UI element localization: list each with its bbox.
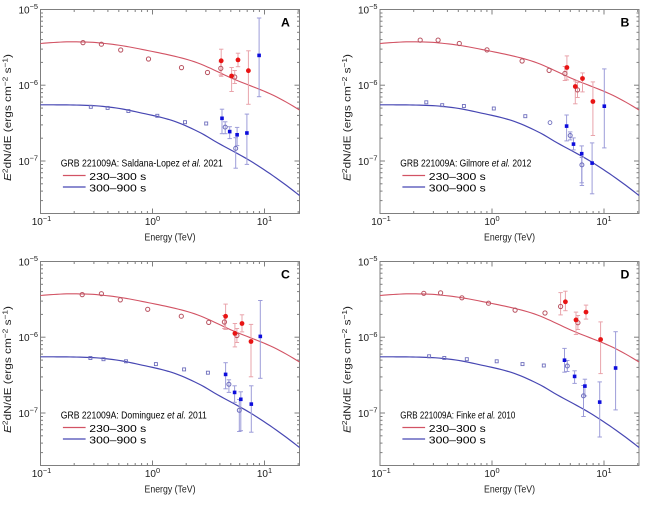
- svg-text:GRB 221009A: Dominguez et al.: GRB 221009A: Dominguez et al. 2011: [61, 410, 207, 422]
- svg-text:230–300 s: 230–300 s: [89, 172, 146, 183]
- svg-text:D: D: [621, 268, 630, 282]
- svg-text:B: B: [621, 16, 630, 30]
- svg-text:GRB 221009A: Finke et al. 2010: GRB 221009A: Finke et al. 2010: [400, 410, 515, 422]
- svg-text:E2dN/dE (ergs cm−2 s−1): E2dN/dE (ergs cm−2 s−1): [0, 54, 14, 181]
- svg-text:300–900 s: 300–900 s: [89, 183, 146, 194]
- svg-text:Energy (TeV): Energy (TeV): [145, 484, 196, 496]
- svg-text:230–300 s: 230–300 s: [429, 172, 486, 183]
- svg-text:GRB 221009A: Gilmore et al. 20: GRB 221009A: Gilmore et al. 2012: [400, 158, 531, 170]
- svg-text:Energy (TeV): Energy (TeV): [145, 232, 196, 244]
- svg-text:230–300 s: 230–300 s: [429, 424, 486, 435]
- svg-text:300–900 s: 300–900 s: [429, 435, 486, 446]
- svg-text:300–900 s: 300–900 s: [429, 183, 486, 194]
- svg-text:C: C: [281, 268, 290, 282]
- svg-text:E2dN/dE (ergs cm−2 s−1): E2dN/dE (ergs cm−2 s−1): [0, 306, 14, 433]
- svg-text:Energy (TeV): Energy (TeV): [484, 484, 535, 496]
- svg-text:300–900 s: 300–900 s: [89, 435, 146, 446]
- svg-text:230–300 s: 230–300 s: [89, 424, 146, 435]
- svg-text:E2dN/dE (ergs cm−2 s−1): E2dN/dE (ergs cm−2 s−1): [340, 54, 354, 181]
- svg-text:A: A: [281, 16, 290, 30]
- svg-text:GRB 221009A: Saldana-Lopez et: GRB 221009A: Saldana-Lopez et al. 2021: [61, 158, 223, 170]
- svg-text:E2dN/dE (ergs cm−2 s−1): E2dN/dE (ergs cm−2 s−1): [340, 306, 354, 433]
- svg-text:Energy (TeV): Energy (TeV): [484, 232, 535, 244]
